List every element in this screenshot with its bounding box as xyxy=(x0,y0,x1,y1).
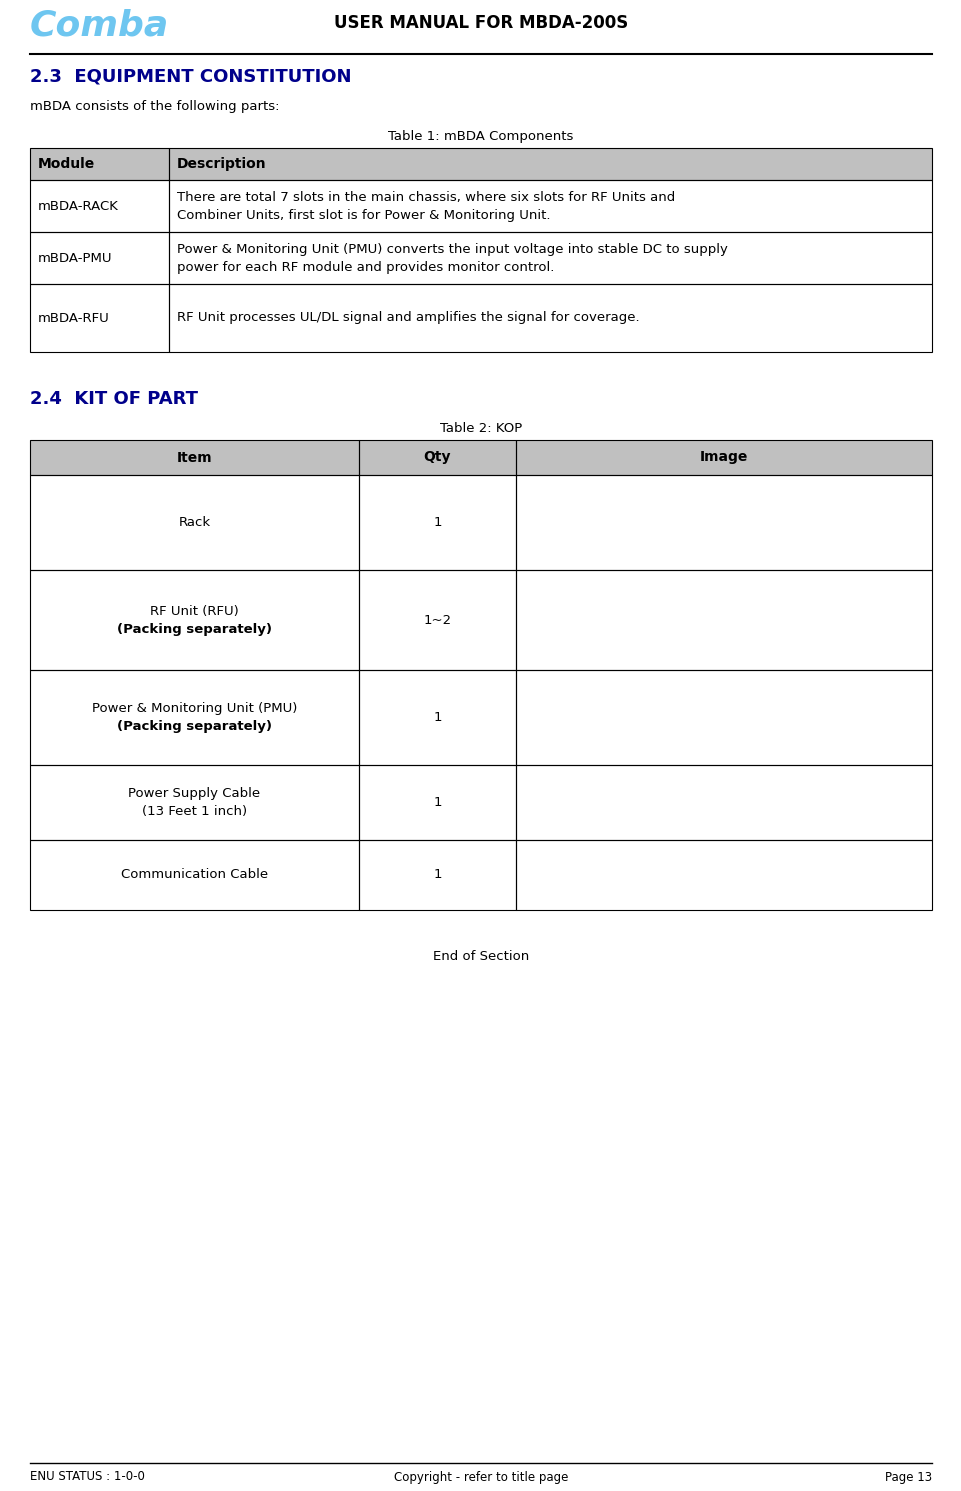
Text: Image: Image xyxy=(699,450,748,465)
Bar xyxy=(169,148,931,180)
Bar xyxy=(30,148,169,180)
Bar xyxy=(30,180,169,233)
Text: 1: 1 xyxy=(432,711,441,725)
Bar xyxy=(358,839,515,910)
Bar xyxy=(358,765,515,839)
Bar xyxy=(30,570,358,669)
Bar xyxy=(30,283,169,352)
Bar xyxy=(30,233,169,283)
Bar xyxy=(358,839,515,910)
Bar xyxy=(30,765,358,839)
Text: Comba: Comba xyxy=(30,7,169,42)
Bar xyxy=(30,233,169,283)
Bar xyxy=(515,570,931,669)
Text: RF Unit (RFU): RF Unit (RFU) xyxy=(150,604,238,617)
Text: End of Section: End of Section xyxy=(432,950,529,963)
Bar xyxy=(169,180,931,233)
Text: Module: Module xyxy=(38,157,95,171)
Bar xyxy=(30,283,169,352)
Bar xyxy=(515,669,931,765)
Bar xyxy=(358,440,515,476)
Bar xyxy=(358,669,515,765)
Bar xyxy=(30,476,358,570)
Bar xyxy=(358,476,515,570)
Text: (Packing separately): (Packing separately) xyxy=(117,623,272,635)
Bar xyxy=(358,476,515,570)
Bar xyxy=(30,669,358,765)
Text: 2.4  KIT OF PART: 2.4 KIT OF PART xyxy=(30,391,198,409)
Bar xyxy=(30,440,358,476)
Text: There are total 7 slots in the main chassis, where six slots for RF Units and
Co: There are total 7 slots in the main chas… xyxy=(177,191,675,222)
Bar xyxy=(30,148,169,180)
Text: Communication Cable: Communication Cable xyxy=(121,868,268,881)
Text: Power Supply Cable
(13 Feet 1 inch): Power Supply Cable (13 Feet 1 inch) xyxy=(129,787,260,819)
Bar xyxy=(30,839,358,910)
Bar xyxy=(515,765,931,839)
Text: mBDA-RACK: mBDA-RACK xyxy=(38,200,119,213)
Text: Description: Description xyxy=(177,157,266,171)
Text: (Packing separately): (Packing separately) xyxy=(117,720,272,734)
Text: Table 1: mBDA Components: Table 1: mBDA Components xyxy=(388,130,573,143)
Bar xyxy=(515,476,931,570)
Text: 1: 1 xyxy=(432,516,441,529)
Text: Page 13: Page 13 xyxy=(884,1470,931,1484)
Text: USER MANUAL FOR MBDA-200S: USER MANUAL FOR MBDA-200S xyxy=(333,13,628,31)
Bar xyxy=(169,283,931,352)
Text: Table 2: KOP: Table 2: KOP xyxy=(439,422,522,435)
Bar xyxy=(169,148,931,180)
Bar xyxy=(169,233,931,283)
Bar xyxy=(169,283,931,352)
Text: Copyright - refer to title page: Copyright - refer to title page xyxy=(393,1470,568,1484)
Bar xyxy=(30,839,358,910)
Text: ENU STATUS : 1-0-0: ENU STATUS : 1-0-0 xyxy=(30,1470,145,1484)
Bar xyxy=(30,765,358,839)
Text: 1: 1 xyxy=(432,796,441,810)
Bar xyxy=(515,440,931,476)
Bar xyxy=(30,476,358,570)
Text: 2.3  EQUIPMENT CONSTITUTION: 2.3 EQUIPMENT CONSTITUTION xyxy=(30,69,351,86)
Bar xyxy=(515,476,931,570)
Bar xyxy=(30,440,358,476)
Text: Item: Item xyxy=(177,450,212,465)
Bar xyxy=(30,570,358,669)
Bar xyxy=(515,570,931,669)
Bar xyxy=(358,765,515,839)
Bar xyxy=(515,839,931,910)
Bar xyxy=(515,839,931,910)
Text: 1: 1 xyxy=(432,868,441,881)
Text: Qty: Qty xyxy=(423,450,451,465)
Bar xyxy=(30,180,169,233)
Bar xyxy=(358,440,515,476)
Bar xyxy=(358,570,515,669)
Bar xyxy=(169,233,931,283)
Bar xyxy=(358,669,515,765)
Bar xyxy=(515,765,931,839)
Text: mBDA-RFU: mBDA-RFU xyxy=(38,312,110,325)
Text: mBDA consists of the following parts:: mBDA consists of the following parts: xyxy=(30,100,280,113)
Bar xyxy=(169,180,931,233)
Text: Power & Monitoring Unit (PMU) converts the input voltage into stable DC to suppl: Power & Monitoring Unit (PMU) converts t… xyxy=(177,243,727,273)
Text: RF Unit processes UL/DL signal and amplifies the signal for coverage.: RF Unit processes UL/DL signal and ampli… xyxy=(177,312,639,325)
Bar xyxy=(515,440,931,476)
Bar xyxy=(515,669,931,765)
Text: mBDA-PMU: mBDA-PMU xyxy=(38,252,112,264)
Bar xyxy=(30,669,358,765)
Text: Power & Monitoring Unit (PMU): Power & Monitoring Unit (PMU) xyxy=(91,702,297,716)
Text: Rack: Rack xyxy=(178,516,210,529)
Text: 1~2: 1~2 xyxy=(423,613,451,626)
Bar xyxy=(358,570,515,669)
